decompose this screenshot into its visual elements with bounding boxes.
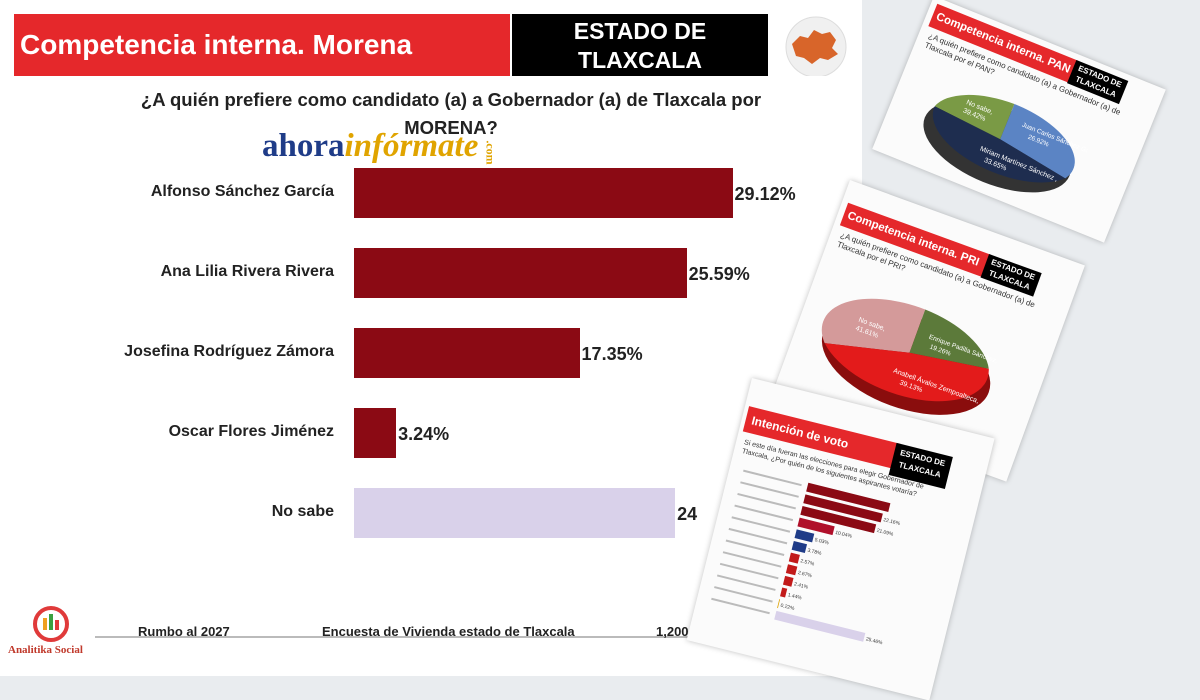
pri-slice-no-sabe — [821, 298, 926, 353]
pan-pie-chart: No sabe,39.42% Juan Carlos Sánchez Garcí… — [923, 94, 1098, 193]
vote-category-placeholder — [740, 481, 799, 498]
vote-category-placeholder — [722, 551, 782, 568]
vote-bar — [797, 517, 835, 536]
vote-category-placeholder — [716, 574, 776, 591]
vote-bar — [803, 494, 883, 523]
vote-category-placeholder — [743, 469, 802, 487]
category-label: Ana Lilia Rivera Rivera — [160, 263, 334, 280]
vote-value-label: 25.46% — [865, 636, 883, 646]
state-box: ESTADO DE TLAXCALA — [512, 14, 768, 76]
value-label: 24 — [677, 504, 698, 524]
pri-slide: Competencia interna. PRI ESTADO DE TLAXC… — [771, 180, 1085, 482]
pan-slide: Competencia interna. PAN ESTADO DE TLAXC… — [872, 0, 1166, 243]
vote-bar — [777, 599, 781, 609]
pan-slice-no-sabe — [934, 94, 1015, 140]
category-label: Oscar Flores Jiménez — [168, 423, 334, 440]
category-label: Josefina Rodríguez Zámora — [124, 343, 334, 360]
question-line-1: ¿A quién prefiere como candidato (a) a G… — [140, 89, 762, 110]
category-label: No sabe — [271, 503, 334, 520]
bar — [354, 408, 397, 458]
bar — [354, 488, 676, 538]
bar — [354, 248, 687, 298]
bar — [354, 168, 733, 218]
vote-category-placeholder — [711, 597, 770, 615]
main-slide: Competencia interna. Morena ESTADO DE TL… — [0, 0, 862, 676]
state-line-2: TLAXCALA — [578, 47, 702, 73]
category-label: Alfonso Sánchez García — [150, 183, 334, 200]
footer-center: Encuesta de Vivienda estado de Tlaxcala — [322, 624, 575, 639]
value-label: 29.12% — [734, 184, 796, 204]
vote-value-label: 2.41% — [793, 581, 809, 590]
value-label: 25.59% — [688, 264, 750, 284]
survey-question: ¿A quién prefiere como candidato (a) a G… — [95, 86, 807, 142]
vote-bar — [785, 564, 798, 576]
vote-value-label: 1.44% — [787, 592, 803, 601]
value-label: 3.24% — [398, 424, 450, 444]
vote-category-placeholder — [714, 586, 773, 603]
vote-bar-chart: 22.16%21.09% 10.04% 5.03% 3.78%2.57% 2.67% 2.… — [711, 469, 901, 646]
vote-bar — [774, 610, 866, 642]
vote-value-label: 2.57% — [800, 558, 816, 567]
vote-intention-slide: Intención de voto ESTADO DE TLAXCALA Si … — [686, 378, 995, 700]
footer-divider — [95, 636, 795, 638]
analitika-logo — [28, 604, 74, 651]
vote-bar — [806, 482, 891, 512]
vote-bar — [780, 587, 788, 598]
vote-category-placeholder — [719, 562, 779, 580]
pri-pie-chart: No sabe,41.61% Enrique Padilla Sánchez,1… — [821, 298, 999, 415]
vote-bar — [788, 552, 800, 564]
value-label: 17.35% — [581, 344, 643, 364]
vote-category-placeholder — [728, 527, 788, 545]
pri-slice-enrique — [909, 309, 989, 369]
pan-slice-miriam — [932, 106, 1066, 183]
vote-value-label: 2.67% — [797, 570, 813, 579]
question-line-2: MORENA? — [404, 117, 498, 138]
pri-slice-anabell — [824, 343, 989, 402]
vote-value-label: 3.78% — [807, 548, 823, 557]
vote-value-label: 0.22% — [780, 603, 796, 612]
vote-value-label: 5.03% — [814, 537, 830, 546]
vote-value-label: 21.09% — [876, 528, 894, 538]
morena-bar-chart: Alfonso Sánchez García 29.12% Ana Lilia Ri… — [124, 168, 796, 538]
header-title: Competencia interna. Morena — [14, 14, 510, 76]
bar — [354, 328, 580, 378]
ahorainformate-watermark-logo: ahorainfórmate .com — [262, 128, 503, 165]
vote-category-placeholder — [734, 504, 794, 522]
vote-category-placeholder — [737, 492, 796, 510]
pan-slice-juan-carlos — [1000, 103, 1075, 179]
vote-bar — [782, 575, 794, 587]
watermark-part-2: infórmate — [344, 128, 479, 164]
vote-value-label: 22.16% — [883, 517, 901, 527]
tlaxcala-map-icon — [770, 14, 862, 78]
vote-bar — [800, 506, 877, 534]
footer-left: Rumbo al 2027 — [138, 624, 230, 639]
analitika-brand: Analitika Social — [8, 644, 83, 656]
vote-value-label: 10.04% — [834, 530, 852, 540]
vote-bar — [791, 540, 808, 553]
watermark-part-1: ahora — [262, 128, 345, 164]
vote-category-placeholder — [725, 539, 785, 557]
state-line-1: ESTADO DE — [573, 18, 707, 44]
vote-bar — [794, 529, 815, 543]
vote-category-placeholder — [731, 516, 791, 533]
